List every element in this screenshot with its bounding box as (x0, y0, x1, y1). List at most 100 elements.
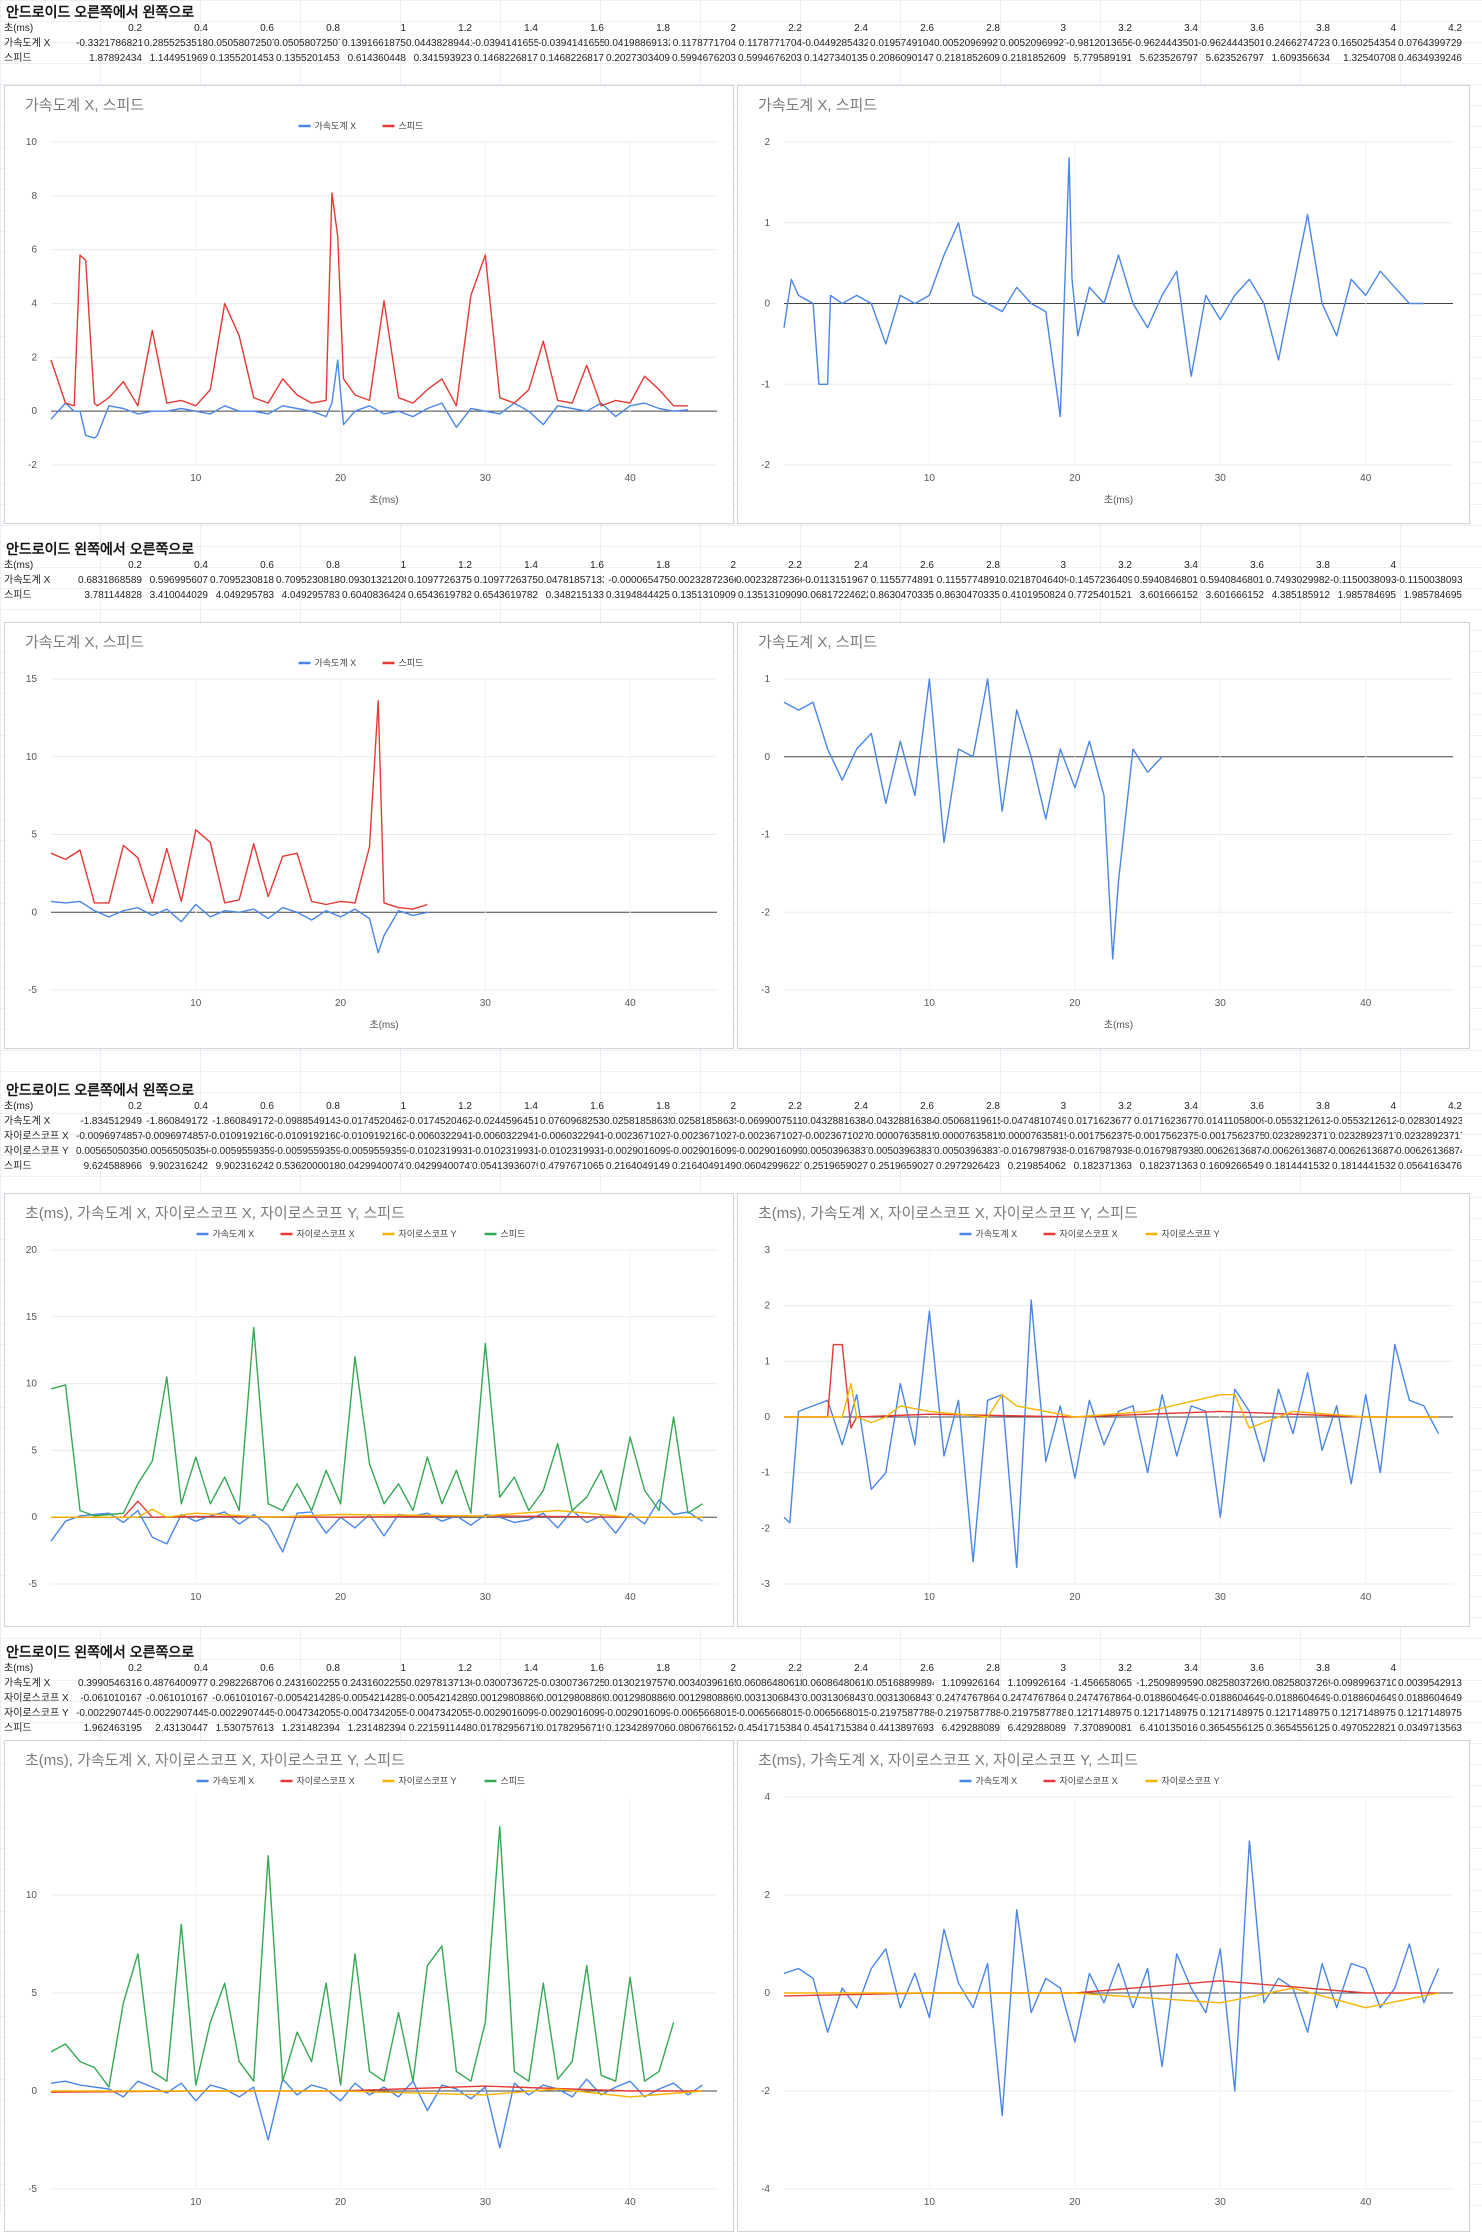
chart-card-right[interactable]: 초(ms), 가속도계 X, 자이로스코프 X, 자이로스코프 Y, 스피드 가속… (737, 1740, 1470, 2232)
data-cell[interactable]: -0.00603229412 (538, 1131, 604, 1142)
data-cell[interactable]: 1.985784695 (1403, 590, 1462, 601)
row-label[interactable]: 자이로스코프 Y (4, 1708, 69, 1719)
data-cell[interactable]: -0.03007367253 (472, 1678, 538, 1689)
data-cell[interactable]: 0.06042996227 (736, 1161, 802, 1172)
data-cell[interactable]: 0.08258037269 (1264, 1678, 1330, 1689)
header-cell[interactable]: 4 (1390, 1101, 1396, 1112)
chart-card-left[interactable]: 초(ms), 가속도계 X, 자이로스코프 X, 자이로스코프 Y, 스피드 가속… (4, 1740, 734, 2232)
data-cell[interactable]: 0.1355201453 (276, 53, 340, 64)
header-cell[interactable]: 0.4 (194, 1663, 208, 1674)
data-cell[interactable]: 0.1468226817 (540, 53, 604, 64)
data-cell[interactable]: 0.01302197576 (604, 1678, 670, 1689)
legend-label[interactable]: 스피드 (399, 658, 424, 668)
series-line[interactable] (50, 900, 428, 954)
data-cell[interactable]: -0.01745204628 (406, 1116, 472, 1127)
data-cell[interactable]: 0.0349713563 (1398, 1723, 1462, 1734)
header-cell[interactable]: 0.6 (260, 1663, 274, 1674)
series-line[interactable] (50, 2078, 703, 2149)
data-cell[interactable]: -0.1457236409 (1066, 575, 1132, 586)
data-cell[interactable]: 0.2982268706 (210, 1678, 274, 1689)
chart-card-left[interactable]: 가속도계 X, 스피드 가속도계 X 스피드 -5 0 5 10 15 10 20 30 40 초(ms… (4, 622, 734, 1049)
data-cell[interactable]: 0.01411058009 (1198, 1116, 1264, 1127)
data-cell[interactable]: 0.2519659027 (870, 1161, 934, 1172)
header-cell[interactable]: 2.4 (854, 560, 868, 571)
data-cell[interactable]: 0.348215133 (545, 590, 604, 601)
data-cell[interactable]: -0.00175623758 (1132, 1131, 1198, 1142)
legend-label[interactable]: 자이로스코프 Y (1162, 1776, 1220, 1786)
data-cell[interactable]: 0.02328923717 (1330, 1131, 1396, 1142)
data-cell[interactable]: 0.0171623677 (1068, 1116, 1132, 1127)
header-cell[interactable]: 2.6 (920, 1663, 934, 1674)
data-cell[interactable]: 0.2972926423 (936, 1161, 1000, 1172)
data-cell[interactable]: -0.00290160998 (736, 1146, 802, 1157)
header-cell[interactable]: 3.8 (1316, 560, 1330, 571)
data-cell[interactable]: 6.429288089 (941, 1723, 1000, 1734)
data-cell[interactable]: -0.00236710277 (736, 1131, 802, 1142)
header-cell[interactable]: 4 (1390, 560, 1396, 571)
data-cell[interactable]: -0.2197587788 (868, 1708, 934, 1719)
data-cell[interactable]: -0.00290160998 (604, 1146, 670, 1157)
data-cell[interactable]: -0.01091921609 (208, 1131, 274, 1142)
header-cell[interactable]: 2.4 (854, 23, 868, 34)
chart-card-left[interactable]: 초(ms), 가속도계 X, 자이로스코프 X, 자이로스코프 Y, 스피드 가속… (4, 1193, 734, 1627)
header-cell[interactable]: 2.6 (920, 23, 934, 34)
series-line[interactable] (783, 678, 1163, 960)
legend-label[interactable]: 스피드 (501, 1776, 526, 1786)
data-cell[interactable]: -0.2197587788 (1000, 1708, 1066, 1719)
data-cell[interactable]: 0.09301321208 (340, 575, 406, 586)
data-cell[interactable]: 0.04299400747 (406, 1161, 472, 1172)
data-cell[interactable]: 0.006261368748 (1396, 1146, 1462, 1157)
data-cell[interactable]: 0.02581858635 (670, 1116, 736, 1127)
data-cell[interactable]: 0.04328816384 (868, 1116, 934, 1127)
data-cell[interactable]: 0.05058072507 (274, 38, 340, 49)
series-line[interactable] (51, 1508, 703, 1518)
data-cell[interactable]: 0.04299400747 (340, 1161, 406, 1172)
chart-card-right[interactable]: 가속도계 X, 스피드 -2 -1 0 1 2 10 20 30 40 초(ms) (737, 85, 1470, 524)
data-cell[interactable]: 0.04198869132 (604, 38, 670, 49)
data-cell[interactable]: 0.4797671065 (540, 1161, 604, 1172)
chart-card-left[interactable]: 가속도계 X, 스피드 가속도계 X 스피드 -2 0 2 4 6 8 10 10 20 30 40 초(m… (4, 85, 734, 524)
row-label[interactable]: 자이로스코프 Y (4, 1146, 69, 1157)
data-cell[interactable]: -0.061010167 (212, 1693, 274, 1704)
data-cell[interactable]: 1.609356634 (1271, 53, 1330, 64)
data-cell[interactable]: 1.144951969 (149, 53, 208, 64)
data-cell[interactable]: 0.2519659027 (804, 1161, 868, 1172)
data-cell[interactable]: -0.00603229412 (472, 1131, 538, 1142)
header-cell[interactable]: 1.4 (524, 23, 538, 34)
data-cell[interactable]: 0.00129808869 (670, 1693, 736, 1704)
header-cell[interactable]: 2.2 (788, 23, 802, 34)
data-cell[interactable]: 0.7095230818 (276, 575, 340, 586)
data-cell[interactable]: 0.2164049149 (672, 1161, 736, 1172)
data-cell[interactable]: 0.00129808869 (472, 1693, 538, 1704)
header-cell[interactable]: 1 (400, 23, 406, 34)
data-cell[interactable]: -0.01091921609 (340, 1131, 406, 1142)
data-cell[interactable]: 0.1217148975 (1200, 1708, 1264, 1719)
data-cell[interactable]: -0.00175623758 (1198, 1131, 1264, 1142)
header-cell[interactable]: 2.8 (986, 560, 1000, 571)
data-cell[interactable]: -0.04492854327 (802, 38, 868, 49)
header-cell[interactable]: 0.6 (260, 23, 274, 34)
data-cell[interactable]: -0.01745204628 (340, 1116, 406, 1127)
header-cell[interactable]: 3.4 (1184, 23, 1198, 34)
header-cell[interactable]: 2 (730, 1101, 736, 1112)
data-cell[interactable]: 4.049295783 (215, 590, 274, 601)
data-cell[interactable]: -0.000065475 (608, 575, 670, 586)
data-cell[interactable]: -0.00473420554 (340, 1708, 406, 1719)
header-cell[interactable]: 2.6 (920, 1101, 934, 1112)
data-cell[interactable]: -0.02445964515 (472, 1116, 538, 1127)
data-cell[interactable]: -0.00656680157 (670, 1708, 736, 1719)
data-cell[interactable]: -1.860849172 (212, 1116, 274, 1127)
header-cell[interactable]: 1.2 (458, 23, 472, 34)
data-cell[interactable]: 5.623526797 (1139, 53, 1198, 64)
data-cell[interactable]: 0.6040836424 (342, 590, 406, 601)
series-line[interactable] (783, 1840, 1440, 2117)
data-cell[interactable]: -0.00542142894 (340, 1693, 406, 1704)
data-cell[interactable]: 0.02328923717 (1264, 1131, 1330, 1142)
legend-label[interactable]: 자이로스코프 X (1060, 1776, 1118, 1786)
data-cell[interactable]: 0.1217148975 (1068, 1708, 1132, 1719)
data-cell[interactable]: -0.00595593592 (340, 1146, 406, 1157)
data-cell[interactable]: 4.049295783 (281, 590, 340, 601)
data-cell[interactable]: -0.00229074456 (76, 1708, 142, 1719)
data-cell[interactable]: 0.2474767864 (1002, 1693, 1066, 1704)
header-cell[interactable]: 1.4 (524, 1663, 538, 1674)
